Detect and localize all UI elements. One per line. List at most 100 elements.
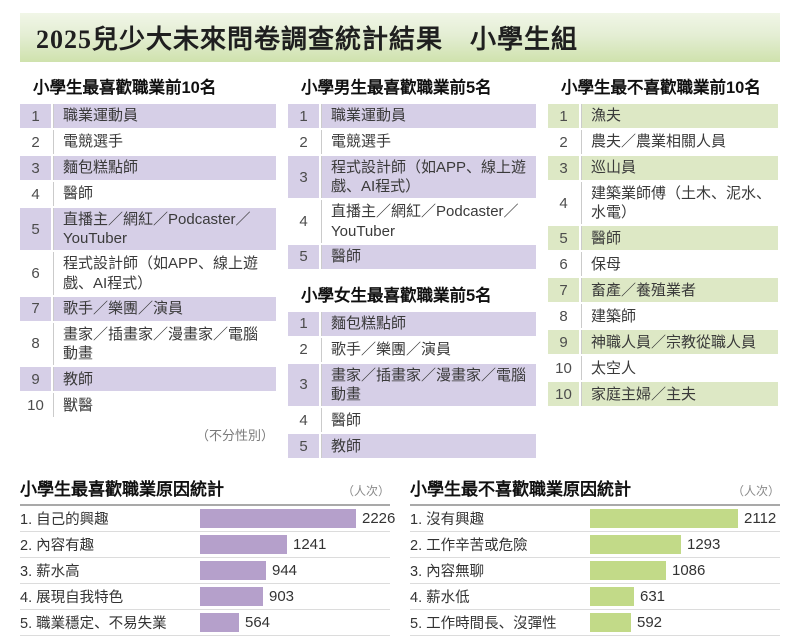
rank-cell: 3 <box>548 156 579 180</box>
bar-value: 631 <box>640 588 666 606</box>
table-row: 4 直播主／網紅／Podcaster／YouTuber <box>288 200 536 243</box>
table-row: 5 醫師 <box>288 244 536 269</box>
table-body-disliked-all: 1 漁夫 2 農夫／農業相關人員 3 巡山員 4 建築業師傅（土木、泥水、水電） 5 醫師 6 保母 7… <box>548 104 778 407</box>
chart-head-disliked: 小學生最不喜歡職業原因統計 （人次） <box>410 475 780 507</box>
bar-label: 5. 工作時間長、沒彈性 <box>410 616 557 633</box>
job-cell: 醫師 <box>321 244 536 269</box>
bar <box>590 613 631 633</box>
middle-column: 小學男生最喜歡職業前5名 1 職業運動員 2 電競選手 3 程式設計師（如APP、線上遊戲… <box>288 72 536 460</box>
rank-cell: 10 <box>555 359 572 377</box>
bar-label: 3. 內容無聊 <box>410 564 485 581</box>
job-cell: 神職人員／宗教從職人員 <box>581 330 778 355</box>
rank-cell: 7 <box>548 278 579 303</box>
bar-label: 1. 沒有興趣 <box>410 512 485 529</box>
rank-cell: 5 <box>20 208 51 251</box>
table-row: 2 電競選手 <box>20 130 276 154</box>
gender-note: （不分性別） <box>195 428 274 444</box>
job-cell: 電競選手 <box>53 130 276 154</box>
table-row: 5 醫師 <box>548 226 778 251</box>
table-row: 3 程式設計師（如APP、線上遊戲、AI程式） <box>288 156 536 199</box>
rank-cell: 5 <box>548 226 579 251</box>
bar-value: 592 <box>637 614 663 632</box>
rank-cell: 3 <box>288 156 319 199</box>
chart-row: 5. 職業穩定、不易失業 564 <box>20 610 390 637</box>
bar-value: 2226 <box>362 510 396 528</box>
bar-value: 903 <box>269 588 295 606</box>
bar <box>590 535 681 555</box>
chart-disliked-reasons: 小學生最不喜歡職業原因統計 （人次） 1. 沒有興趣 2112 2. 工作辛苦或危險… <box>410 475 780 637</box>
table-row: 5 直播主／網紅／Podcaster／YouTuber <box>20 208 276 251</box>
rank-cell: 10 <box>27 396 44 414</box>
table-row: 6 保母 <box>548 252 778 277</box>
table-header-disliked-all: 小學生最不喜歡職業前10名 <box>561 79 761 97</box>
ranking-tables-section: 小學生最喜歡職業前10名 1 職業運動員 2 電競選手 3 麵包糕點師 4 醫師 5 直播主／網紅… <box>20 72 780 460</box>
chart-row: 4. 展現自我特色 903 <box>20 584 390 611</box>
job-cell: 麵包糕點師 <box>321 311 536 336</box>
job-cell: 醫師 <box>321 408 536 433</box>
table-row: 4 醫師 <box>20 182 276 206</box>
bar <box>200 561 266 581</box>
rank-cell: 5 <box>288 434 319 459</box>
rank-cell: 6 <box>31 265 40 283</box>
table-row: 7 畜產／養殖業者 <box>548 278 778 303</box>
table-row: 10 太空人 <box>548 356 778 381</box>
table-row: 6 程式設計師（如APP、線上遊戲、AI程式） <box>20 252 276 295</box>
job-cell: 歌手／樂團／演員 <box>321 337 536 362</box>
job-cell: 畫家／插畫家／漫畫家／電腦動畫 <box>53 322 276 366</box>
rank-cell: 10 <box>548 382 579 407</box>
bar-label: 4. 薪水低 <box>410 590 470 607</box>
chart-rows-favorite: 1. 自己的興趣 2226 2. 內容有趣 1241 3. 薪水高 944 4. 展現自我特… <box>20 506 395 637</box>
table-row: 2 歌手／樂團／演員 <box>288 337 536 362</box>
chart-title-favorite: 小學生最喜歡職業原因統計 <box>20 480 224 500</box>
job-cell: 保母 <box>581 252 778 277</box>
job-cell: 教師 <box>53 367 276 392</box>
bar-value: 944 <box>272 562 298 580</box>
rank-cell: 4 <box>299 213 308 231</box>
bar <box>200 535 287 555</box>
job-cell: 獸醫 <box>53 393 276 418</box>
rank-cell: 4 <box>299 411 308 429</box>
rank-cell: 1 <box>288 104 319 128</box>
table-favorite-all: 小學生最喜歡職業前10名 1 職業運動員 2 電競選手 3 麵包糕點師 4 醫師 5 直播主／網紅… <box>20 72 276 444</box>
table-header-favorite-all: 小學生最喜歡職業前10名 <box>33 79 217 97</box>
job-cell: 醫師 <box>581 226 778 251</box>
table-row: 4 建築業師傅（土木、泥水、水電） <box>548 182 778 225</box>
rank-cell: 3 <box>288 363 319 407</box>
bar-label: 2. 工作辛苦或危險 <box>410 538 528 555</box>
table-favorite-girls: 小學女生最喜歡職業前5名 1 麵包糕點師 2 歌手／樂團／演員 3 畫家／插畫家／漫畫家／… <box>288 282 536 459</box>
bar-label: 5. 職業穩定、不易失業 <box>20 616 167 633</box>
bar-value: 1293 <box>687 536 721 554</box>
rank-cell: 7 <box>20 296 51 321</box>
rank-cell: 5 <box>288 244 319 269</box>
job-cell: 職業運動員 <box>321 104 536 128</box>
chart-row: 3. 薪水高 944 <box>20 558 390 585</box>
table-header-favorite-boys: 小學男生最喜歡職業前5名 <box>301 79 492 97</box>
job-cell: 畜產／養殖業者 <box>581 278 778 303</box>
job-cell: 農夫／農業相關人員 <box>581 130 778 154</box>
bar <box>200 613 239 633</box>
rank-cell: 2 <box>299 133 308 151</box>
job-cell: 教師 <box>321 434 536 459</box>
table-row: 4 醫師 <box>288 408 536 433</box>
table-row: 2 電競選手 <box>288 130 536 154</box>
table-header-favorite-girls: 小學女生最喜歡職業前5名 <box>301 286 492 305</box>
job-cell: 巡山員 <box>581 156 778 180</box>
bar-label: 4. 展現自我特色 <box>20 590 124 607</box>
chart-row: 2. 內容有趣 1241 <box>20 532 390 559</box>
job-cell: 漁夫 <box>581 104 778 128</box>
chart-row: 3. 內容無聊 1086 <box>410 558 780 585</box>
bar <box>200 509 356 529</box>
table-row: 1 職業運動員 <box>20 104 276 128</box>
table-row: 3 畫家／插畫家／漫畫家／電腦動畫 <box>288 363 536 407</box>
table-row: 1 職業運動員 <box>288 104 536 128</box>
rank-cell: 4 <box>31 185 40 203</box>
job-cell: 麵包糕點師 <box>53 156 276 180</box>
title-band: 2025兒少大未來問卷調查統計結果 小學生組 <box>20 13 780 62</box>
bar-value: 1241 <box>293 536 327 554</box>
table-body-favorite-all: 1 職業運動員 2 電競選手 3 麵包糕點師 4 醫師 5 直播主／網紅／Podcaster／Yo… <box>20 104 276 418</box>
chart-head-favorite: 小學生最喜歡職業原因統計 （人次） <box>20 475 390 507</box>
rank-cell: 1 <box>20 104 51 128</box>
job-cell: 程式設計師（如APP、線上遊戲、AI程式） <box>321 156 536 199</box>
bar-label: 1. 自己的興趣 <box>20 512 109 529</box>
